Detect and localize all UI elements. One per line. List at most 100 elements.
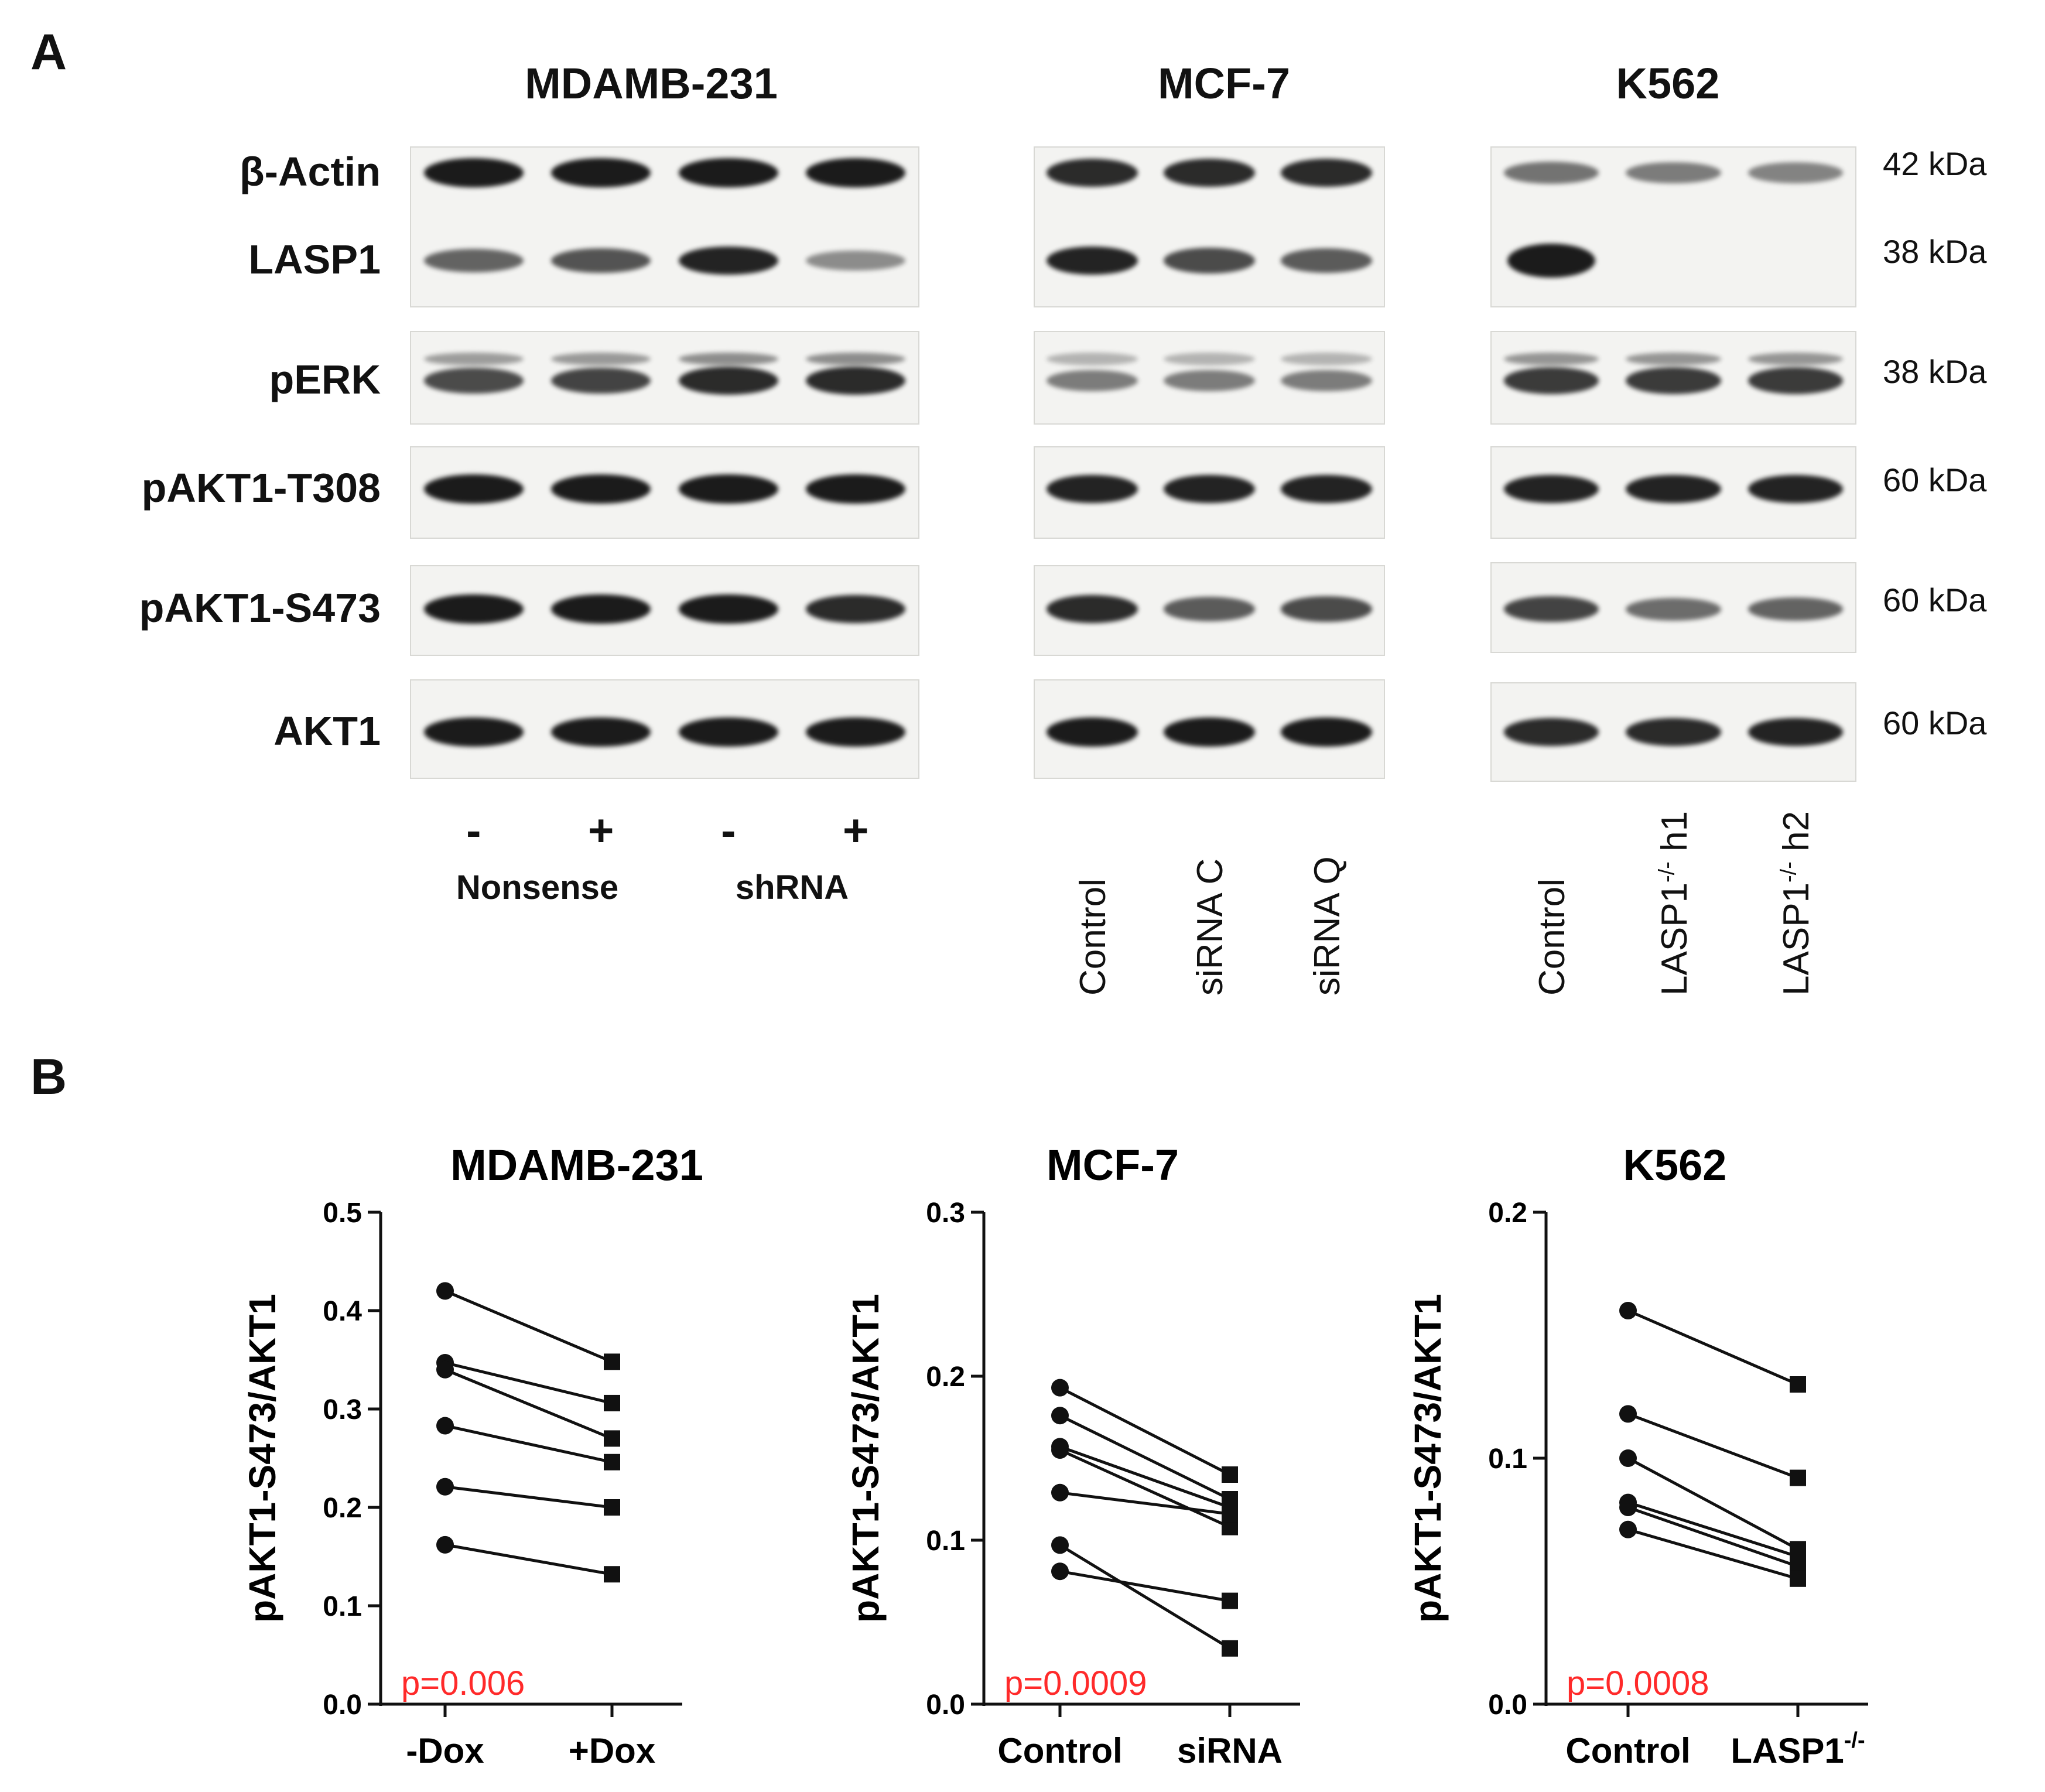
band xyxy=(1626,474,1721,504)
band xyxy=(423,474,524,504)
band xyxy=(1281,353,1372,365)
pair-line xyxy=(1627,1501,1798,1558)
control-point xyxy=(1619,1520,1637,1538)
control-point xyxy=(1051,1536,1069,1554)
molecular-weight-label: 60 kDa xyxy=(1883,705,1987,741)
y-tick-label: 0.1 xyxy=(926,1526,965,1557)
molecular-weight-label: 38 kDa xyxy=(1883,233,1987,270)
control-point xyxy=(1051,1483,1069,1502)
pair-line xyxy=(1627,1506,1798,1568)
y-tick-label: 0.3 xyxy=(323,1394,362,1425)
control-point xyxy=(1051,1379,1069,1397)
molecular-weight-label: 60 kDa xyxy=(1883,582,1987,618)
band xyxy=(678,594,778,624)
y-tick-label: 0.3 xyxy=(926,1198,965,1229)
band xyxy=(1047,474,1138,504)
y-tick-label: 0.0 xyxy=(323,1690,362,1721)
band xyxy=(1503,353,1599,365)
control-point xyxy=(1619,1405,1637,1423)
panel-b-letter: B xyxy=(30,1049,67,1105)
lane-sign: + xyxy=(588,806,614,856)
treated-point xyxy=(604,1454,620,1470)
molecular-weight-label: 42 kDa xyxy=(1883,145,1987,182)
x-tick-label: LASP1-/- xyxy=(1731,1728,1865,1770)
y-tick-label: 0.2 xyxy=(323,1493,362,1524)
band xyxy=(1164,370,1255,392)
treated-point xyxy=(1222,1640,1238,1657)
y-axis-label: pAKT1-S473/AKT1 xyxy=(844,1294,887,1623)
band xyxy=(1503,162,1599,184)
band xyxy=(1626,718,1721,746)
band xyxy=(806,158,906,187)
pair-line xyxy=(1627,1413,1798,1479)
band xyxy=(1626,162,1721,184)
band xyxy=(551,717,651,747)
band xyxy=(1626,597,1721,621)
pair-line xyxy=(1059,1386,1231,1476)
pair-line xyxy=(1627,1456,1799,1551)
treated-point xyxy=(1222,1466,1238,1483)
y-tick-label: 0.0 xyxy=(1488,1690,1527,1721)
band xyxy=(1626,353,1721,365)
treated-point xyxy=(1222,1506,1238,1523)
band xyxy=(1281,370,1372,392)
band xyxy=(423,717,524,747)
y-tick-label: 0.2 xyxy=(1488,1198,1527,1229)
band xyxy=(678,246,778,275)
pair-line xyxy=(1059,1569,1230,1603)
band xyxy=(1281,717,1372,747)
treated-point xyxy=(1790,1570,1806,1587)
molecular-weight-label: 60 kDa xyxy=(1883,461,1987,498)
band xyxy=(1507,244,1596,278)
control-point xyxy=(436,1535,454,1554)
blot-title-0: MDAMB-231 xyxy=(525,59,778,108)
band xyxy=(1164,353,1255,365)
lane-sign: - xyxy=(721,806,736,856)
y-axis-label: pAKT1-S473/AKT1 xyxy=(1407,1294,1449,1623)
pair-line xyxy=(444,1361,613,1405)
panel-a-letter: A xyxy=(30,24,67,80)
pair-line xyxy=(1059,1491,1230,1516)
x-tick-label: siRNA xyxy=(1177,1731,1283,1770)
y-tick-label: 0.1 xyxy=(323,1591,362,1622)
band xyxy=(423,594,524,624)
pair-line xyxy=(444,1290,613,1363)
p-value-annotation: p=0.0008 xyxy=(1567,1664,1709,1702)
y-tick-label: 0.4 xyxy=(323,1296,362,1327)
band xyxy=(551,248,651,273)
band xyxy=(1047,353,1138,365)
band xyxy=(1748,162,1844,183)
band xyxy=(806,595,906,623)
treated-point xyxy=(604,1430,620,1447)
pair-line xyxy=(1059,1445,1230,1509)
row-label-lasp1: LASP1 xyxy=(248,237,381,282)
control-point xyxy=(1619,1499,1637,1516)
row-label--actin: β-Actin xyxy=(239,149,381,194)
band xyxy=(806,367,906,395)
band xyxy=(1503,718,1599,746)
band xyxy=(551,474,651,504)
pair-line xyxy=(1059,1414,1231,1501)
chart-0: MDAMB-231 0.0 0.1 0.2 0.3 0.4 0.5 pAKT1-S473/AK… xyxy=(241,1141,703,1770)
band xyxy=(1748,353,1844,365)
x-tick-label: Control xyxy=(1565,1731,1690,1770)
control-point xyxy=(1051,1562,1069,1581)
band xyxy=(1047,246,1138,275)
y-tick-label: 0.1 xyxy=(1488,1444,1527,1475)
band xyxy=(423,353,524,365)
band xyxy=(1164,474,1255,504)
pair-line xyxy=(444,1543,613,1576)
band xyxy=(1164,248,1255,273)
chart-title: MDAMB-231 xyxy=(450,1141,703,1189)
x-tick-superscript: -/- xyxy=(1844,1728,1865,1753)
row-label-pakt1-t308: pAKT1-T308 xyxy=(141,465,381,511)
row-label-akt1: AKT1 xyxy=(273,708,381,754)
control-point xyxy=(1619,1449,1637,1467)
band xyxy=(423,368,524,394)
row-label-pakt1-s473: pAKT1-S473 xyxy=(139,585,381,631)
pair-line xyxy=(1627,1309,1798,1386)
band xyxy=(1626,367,1721,394)
y-tick-label: 0.5 xyxy=(323,1198,362,1229)
control-point xyxy=(1619,1302,1637,1319)
band xyxy=(1748,474,1844,504)
